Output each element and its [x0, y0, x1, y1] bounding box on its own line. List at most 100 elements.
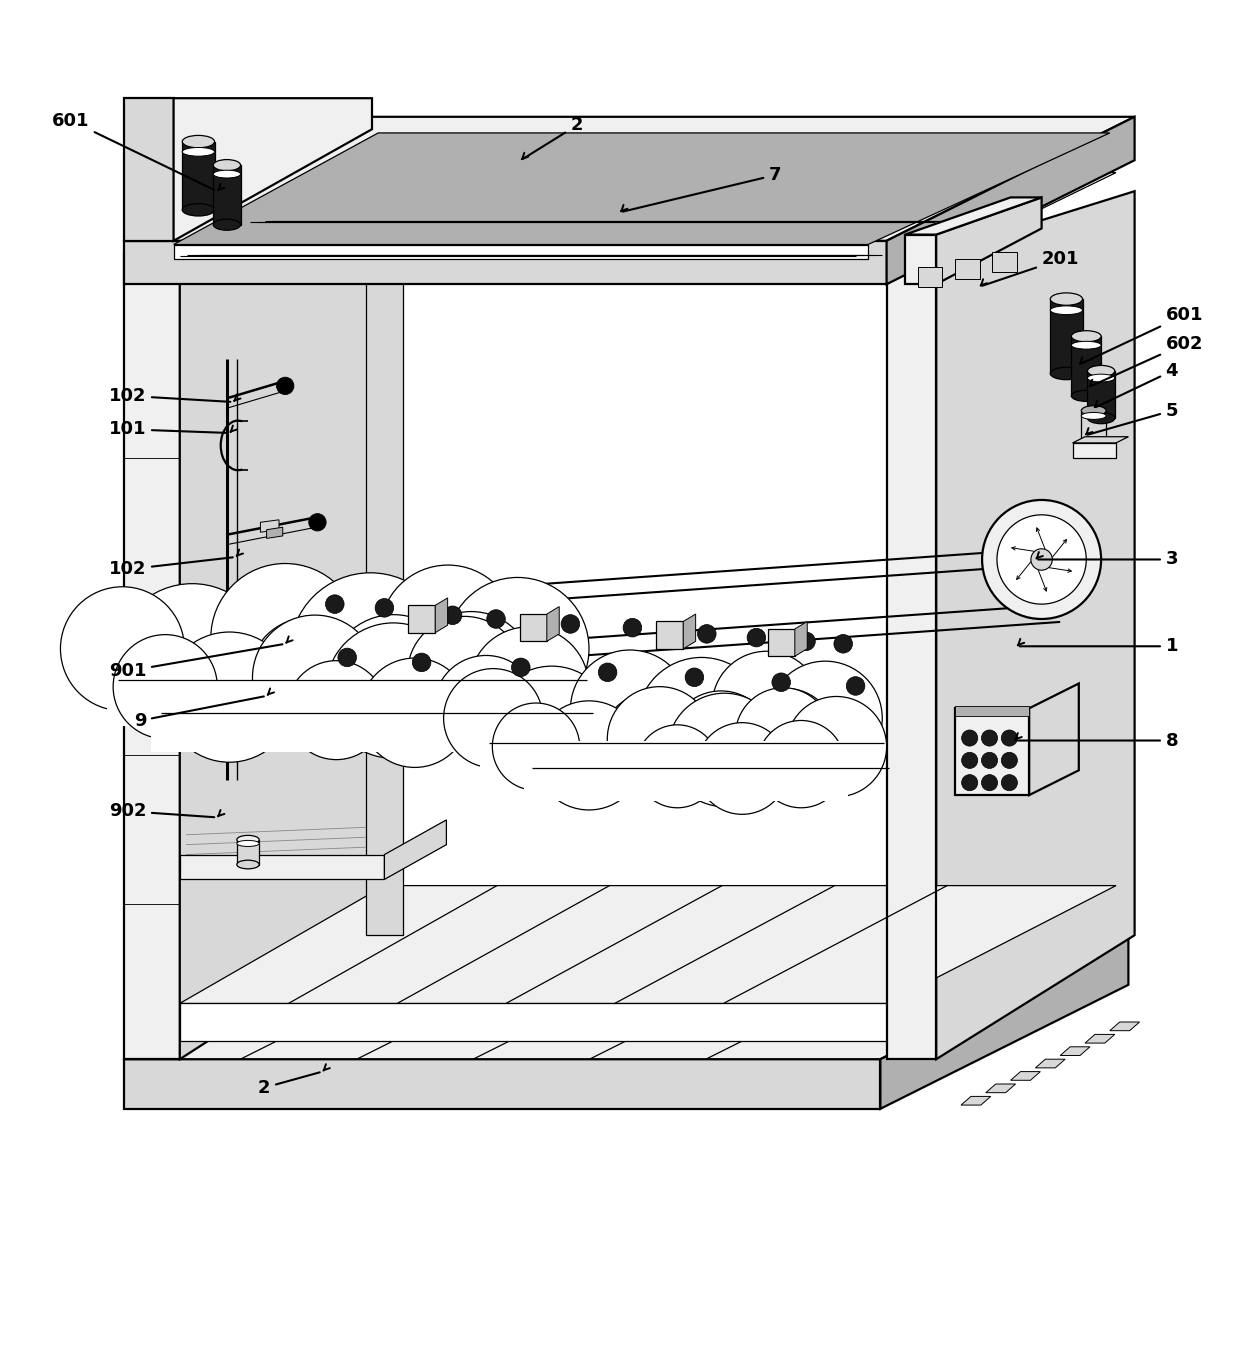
Bar — [213, 165, 241, 225]
Circle shape — [835, 635, 853, 654]
Polygon shape — [180, 854, 384, 880]
Polygon shape — [905, 197, 1042, 234]
Polygon shape — [961, 1096, 991, 1105]
Circle shape — [712, 651, 821, 760]
Ellipse shape — [1081, 406, 1106, 415]
Polygon shape — [174, 133, 1110, 245]
Bar — [955, 706, 1029, 715]
Polygon shape — [683, 614, 696, 648]
Ellipse shape — [182, 147, 215, 157]
Polygon shape — [986, 1084, 1016, 1092]
Bar — [1087, 370, 1115, 418]
Polygon shape — [1060, 1047, 1090, 1056]
Ellipse shape — [213, 170, 241, 178]
Polygon shape — [992, 252, 1017, 272]
Circle shape — [113, 635, 217, 738]
Ellipse shape — [182, 203, 215, 217]
Ellipse shape — [1050, 306, 1083, 315]
Ellipse shape — [237, 840, 259, 846]
Polygon shape — [918, 267, 942, 286]
Polygon shape — [124, 98, 174, 241]
Ellipse shape — [1087, 413, 1115, 424]
Circle shape — [444, 606, 461, 625]
Circle shape — [636, 725, 719, 808]
Ellipse shape — [237, 835, 259, 844]
Bar — [237, 840, 259, 865]
Polygon shape — [1011, 1072, 1040, 1080]
Circle shape — [997, 515, 1086, 605]
Polygon shape — [887, 253, 936, 1060]
Circle shape — [290, 573, 451, 734]
Polygon shape — [260, 520, 279, 533]
Circle shape — [771, 673, 791, 692]
Circle shape — [408, 617, 522, 731]
Polygon shape — [936, 191, 1135, 1060]
Circle shape — [686, 667, 704, 686]
Circle shape — [1002, 752, 1017, 768]
Text: 4: 4 — [1096, 362, 1178, 407]
Text: 101: 101 — [109, 421, 227, 439]
Bar — [182, 142, 215, 210]
Ellipse shape — [1087, 365, 1115, 376]
Ellipse shape — [1081, 440, 1106, 451]
Polygon shape — [887, 117, 1135, 285]
Circle shape — [309, 513, 326, 531]
Ellipse shape — [1071, 391, 1101, 402]
Bar — [1071, 336, 1101, 396]
Circle shape — [599, 663, 618, 681]
Circle shape — [329, 614, 459, 745]
Circle shape — [469, 627, 589, 746]
Ellipse shape — [1071, 342, 1101, 349]
Circle shape — [360, 658, 470, 767]
Polygon shape — [384, 820, 446, 880]
Circle shape — [697, 723, 787, 814]
Circle shape — [446, 577, 589, 720]
Text: 1: 1 — [1019, 637, 1178, 655]
Polygon shape — [905, 234, 936, 285]
Circle shape — [982, 775, 997, 791]
Polygon shape — [1073, 437, 1128, 443]
Polygon shape — [124, 1060, 880, 1109]
Circle shape — [560, 614, 579, 633]
Circle shape — [846, 677, 864, 695]
Text: 602: 602 — [1091, 335, 1203, 385]
Text: 3: 3 — [1038, 550, 1178, 568]
Circle shape — [697, 625, 715, 643]
Circle shape — [1002, 730, 1017, 746]
Circle shape — [114, 584, 270, 738]
Circle shape — [962, 730, 977, 746]
Polygon shape — [174, 98, 372, 241]
Polygon shape — [180, 173, 1116, 285]
Polygon shape — [435, 598, 448, 632]
Text: 201: 201 — [982, 251, 1079, 286]
Circle shape — [1002, 775, 1017, 791]
Text: 901: 901 — [109, 644, 283, 680]
Circle shape — [624, 618, 642, 637]
Circle shape — [379, 565, 516, 701]
Ellipse shape — [182, 135, 215, 148]
Polygon shape — [267, 527, 283, 538]
Circle shape — [412, 654, 432, 671]
Polygon shape — [955, 259, 980, 279]
Circle shape — [608, 686, 712, 791]
Polygon shape — [1029, 684, 1079, 795]
Polygon shape — [366, 185, 403, 936]
Polygon shape — [520, 614, 547, 642]
Circle shape — [962, 752, 977, 768]
Polygon shape — [547, 606, 559, 642]
Circle shape — [325, 595, 345, 613]
Circle shape — [1030, 549, 1053, 571]
Circle shape — [982, 500, 1101, 618]
Circle shape — [570, 650, 689, 770]
Circle shape — [667, 693, 781, 806]
Circle shape — [982, 752, 997, 768]
Polygon shape — [124, 117, 1135, 241]
Text: 102: 102 — [109, 387, 231, 405]
Bar — [480, 712, 838, 780]
Polygon shape — [180, 1004, 887, 1041]
Ellipse shape — [1050, 293, 1083, 305]
Ellipse shape — [1087, 375, 1115, 381]
Bar — [1050, 300, 1083, 373]
Ellipse shape — [1050, 368, 1083, 380]
Circle shape — [326, 622, 461, 759]
